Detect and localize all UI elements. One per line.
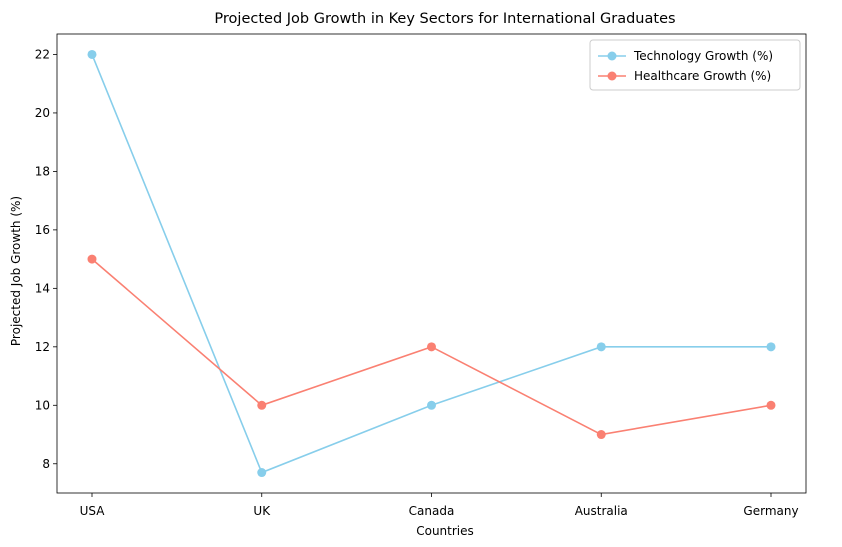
y-tick-label: 12 bbox=[35, 340, 50, 354]
y-tick-label: 10 bbox=[35, 398, 50, 412]
x-tick-label: USA bbox=[80, 504, 106, 518]
data-point bbox=[767, 342, 776, 351]
legend: Technology Growth (%) Healthcare Growth (… bbox=[590, 40, 800, 90]
y-axis-label: Projected Job Growth (%) bbox=[9, 196, 23, 346]
plot-area bbox=[57, 34, 806, 493]
y-tick-label: 20 bbox=[35, 106, 50, 120]
x-axis: USA UK Canada Australia Germany bbox=[80, 493, 799, 518]
chart-title: Projected Job Growth in Key Sectors for … bbox=[214, 11, 675, 27]
data-point bbox=[88, 255, 97, 264]
plot-frame bbox=[57, 34, 806, 493]
x-axis-label: Countries bbox=[416, 524, 474, 538]
y-tick-label: 18 bbox=[35, 164, 50, 178]
y-tick-label: 8 bbox=[42, 457, 50, 471]
data-point bbox=[257, 468, 266, 477]
x-tick-label: Germany bbox=[743, 504, 798, 518]
legend-marker bbox=[608, 72, 617, 81]
legend-label: Healthcare Growth (%) bbox=[634, 69, 771, 83]
y-tick-label: 16 bbox=[35, 223, 50, 237]
data-point bbox=[88, 50, 97, 59]
y-tick-label: 22 bbox=[35, 47, 50, 61]
series-line bbox=[92, 54, 771, 472]
data-point bbox=[597, 430, 606, 439]
x-tick-label: Canada bbox=[409, 504, 455, 518]
x-tick-label: Australia bbox=[575, 504, 628, 518]
y-axis: 8 10 12 14 16 18 20 22 bbox=[35, 47, 57, 470]
y-tick-label: 14 bbox=[35, 281, 50, 295]
legend-marker bbox=[608, 52, 617, 61]
legend-label: Technology Growth (%) bbox=[633, 49, 773, 63]
data-point bbox=[597, 342, 606, 351]
data-point bbox=[257, 401, 266, 410]
data-point bbox=[427, 342, 436, 351]
data-point bbox=[427, 401, 436, 410]
x-tick-label: UK bbox=[253, 504, 271, 518]
series-0 bbox=[88, 50, 776, 477]
data-point bbox=[767, 401, 776, 410]
